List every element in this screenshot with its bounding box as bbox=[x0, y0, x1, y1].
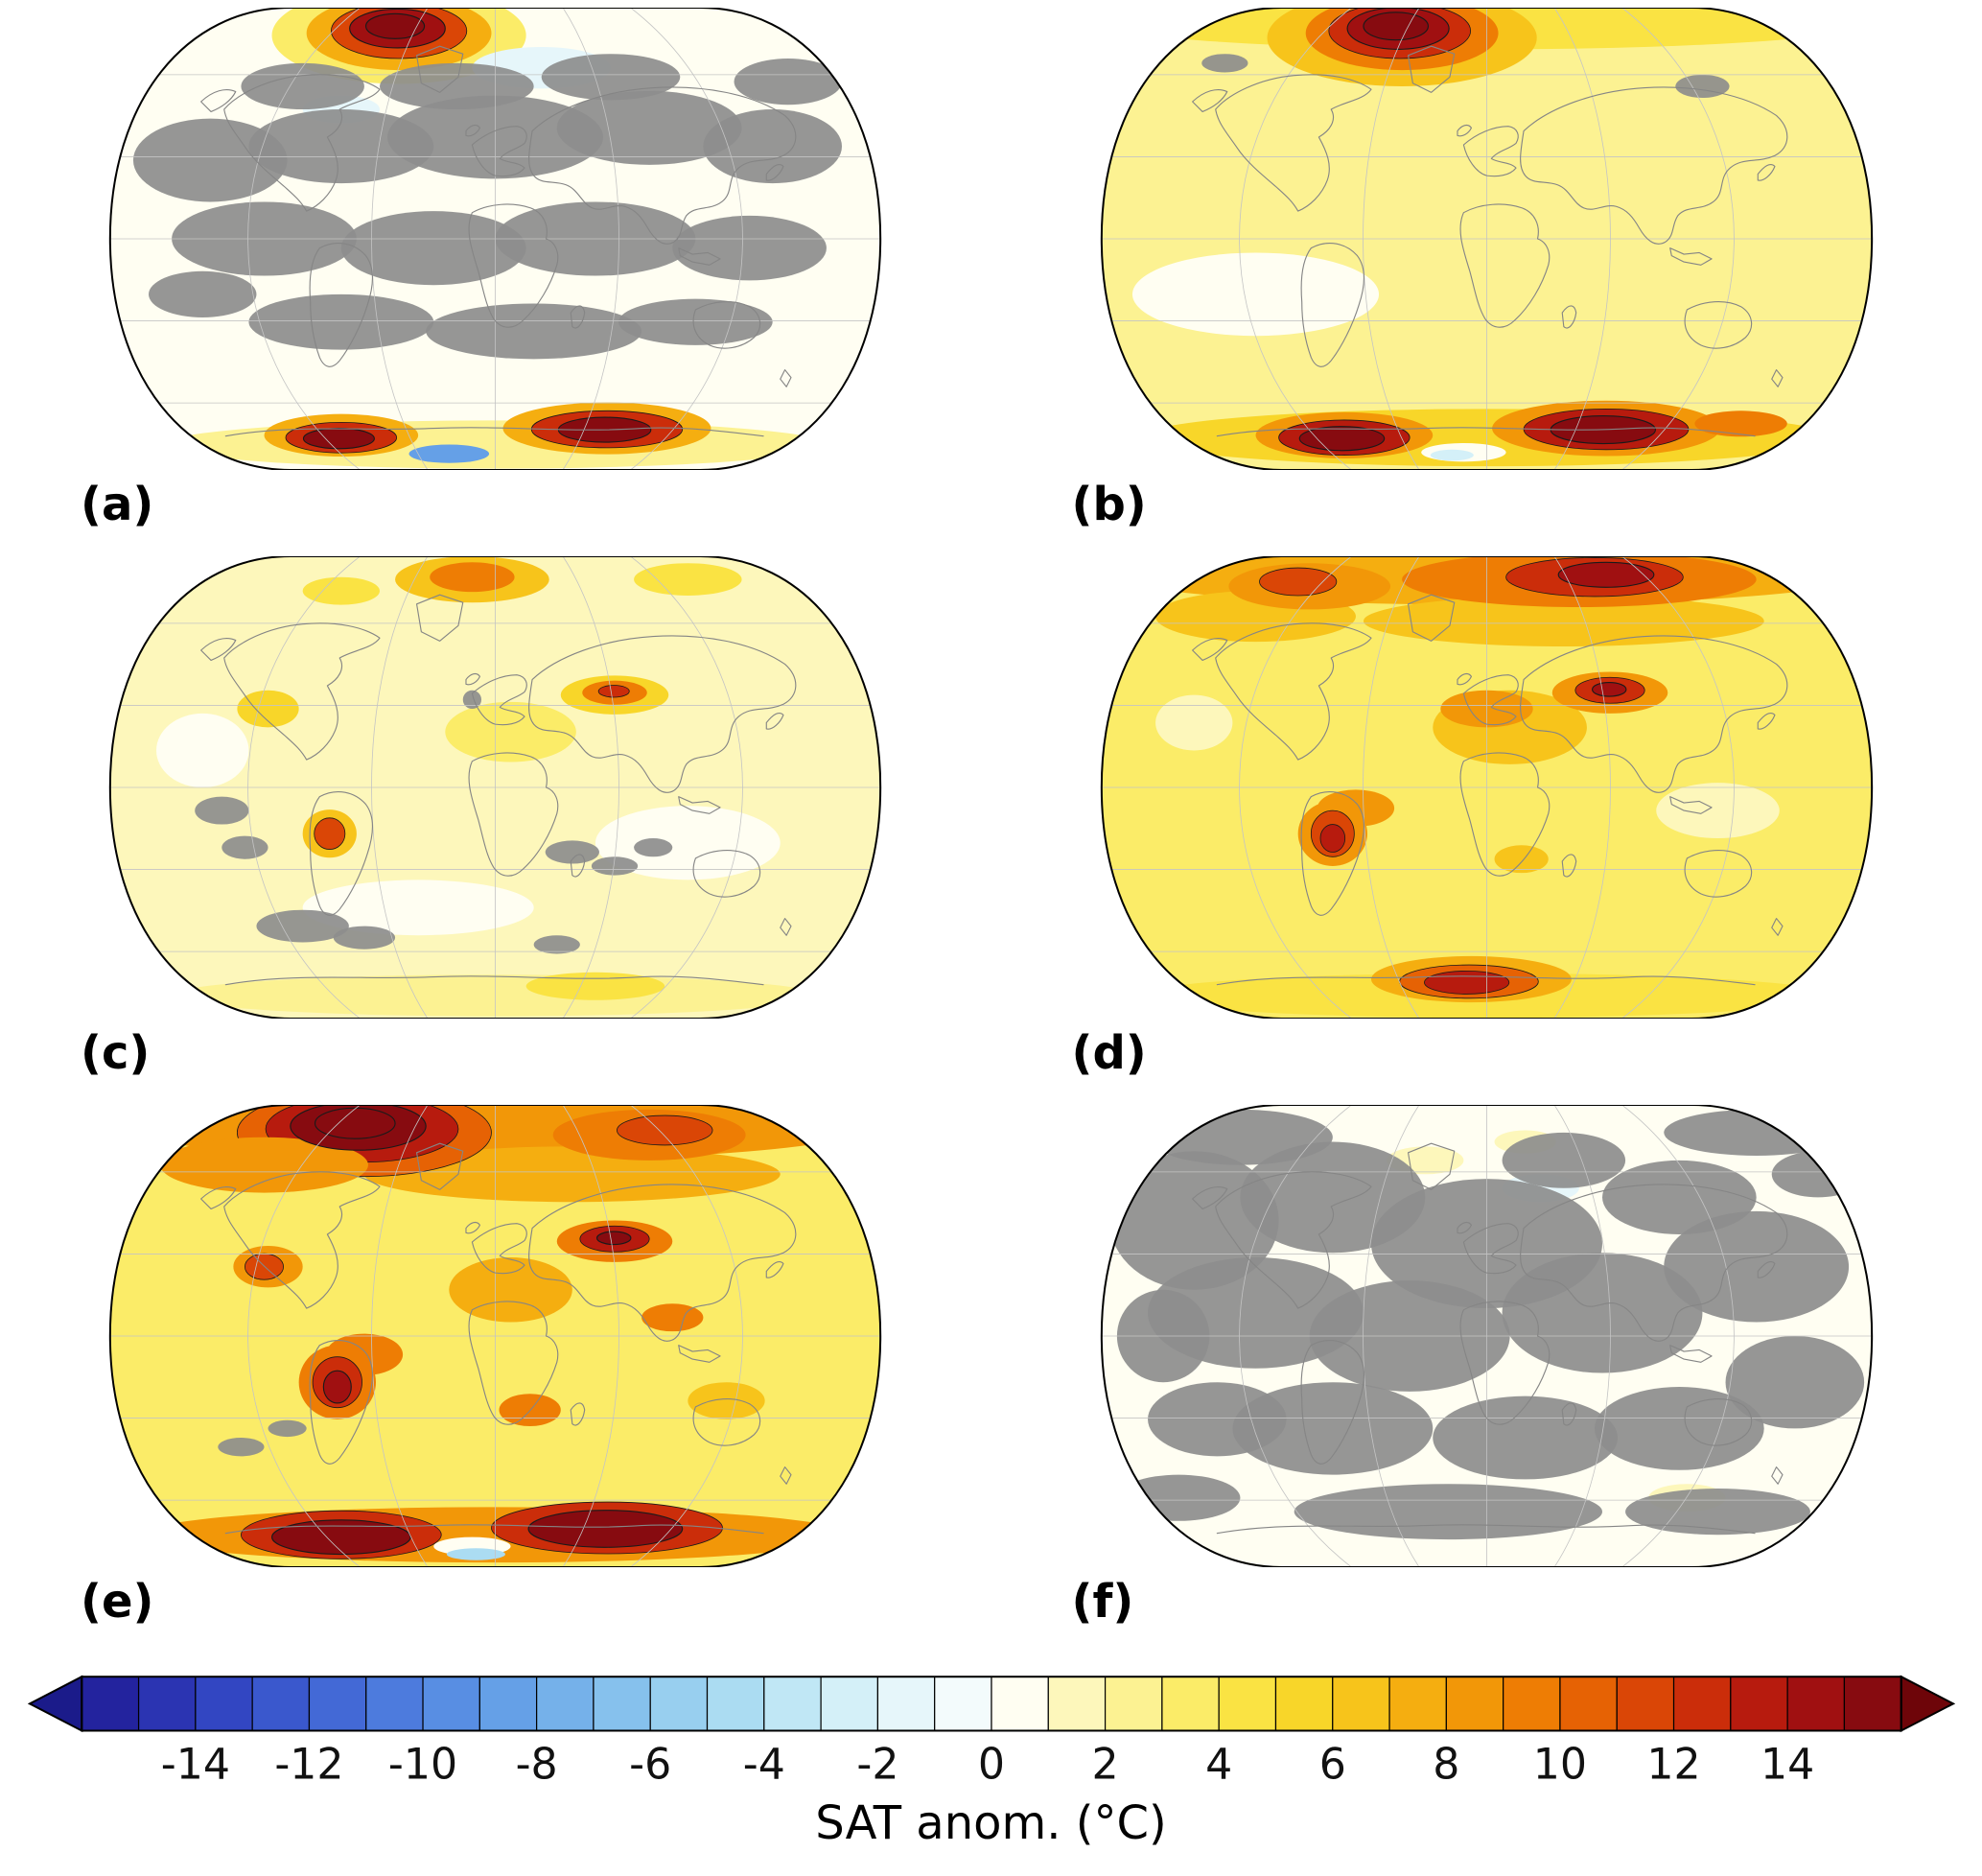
map-canvas-e bbox=[109, 1105, 882, 1567]
svg-text:4: 4 bbox=[1205, 1741, 1232, 1790]
panel-e-label: (e) bbox=[81, 1575, 154, 1629]
svg-text:12: 12 bbox=[1646, 1741, 1700, 1790]
colorbar-label: SAT anom. (°C) bbox=[815, 1796, 1167, 1850]
panel-c: (c) bbox=[0, 556, 991, 1105]
panel-d-label: (d) bbox=[1071, 1026, 1147, 1080]
svg-text:-12: -12 bbox=[274, 1741, 343, 1790]
panel-f: (f) bbox=[991, 1105, 1982, 1653]
map-canvas-c bbox=[109, 556, 882, 1019]
svg-text:2: 2 bbox=[1091, 1741, 1118, 1790]
panel-d: (d) bbox=[991, 556, 1982, 1105]
panel-b-label: (b) bbox=[1071, 478, 1147, 531]
svg-text:-8: -8 bbox=[515, 1741, 557, 1790]
svg-text:-4: -4 bbox=[742, 1741, 784, 1790]
panel-a: (a) bbox=[0, 8, 991, 556]
svg-text:10: 10 bbox=[1532, 1741, 1586, 1790]
map-canvas-a bbox=[109, 8, 882, 470]
svg-text:-10: -10 bbox=[387, 1741, 456, 1790]
svg-text:-2: -2 bbox=[856, 1741, 898, 1790]
panel-f-label: (f) bbox=[1071, 1575, 1134, 1629]
map-canvas-f bbox=[1100, 1105, 1873, 1567]
panel-b: (b) bbox=[991, 8, 1982, 556]
svg-text:-6: -6 bbox=[629, 1741, 671, 1790]
panel-a-label: (a) bbox=[81, 478, 154, 531]
svg-text:0: 0 bbox=[977, 1741, 1004, 1790]
colorbar: -14 -12 -10 -8 -6 -4 -2 0 2 4 6 8 10 12 14 SAT anom. (… bbox=[0, 1671, 1982, 1850]
svg-text:8: 8 bbox=[1433, 1741, 1459, 1790]
colorbar-canvas: -14 -12 -10 -8 -6 -4 -2 0 2 4 6 8 10 12 14 bbox=[27, 1675, 1955, 1790]
svg-text:14: 14 bbox=[1760, 1741, 1813, 1790]
map-canvas-b bbox=[1100, 8, 1873, 470]
figure-grid: (a) (b) (c) (d) (e) (f) bbox=[0, 8, 1982, 1653]
map-canvas-d bbox=[1100, 556, 1873, 1019]
svg-text:6: 6 bbox=[1318, 1741, 1345, 1790]
panel-e: (e) bbox=[0, 1105, 991, 1653]
panel-c-label: (c) bbox=[81, 1026, 151, 1080]
svg-text:-14: -14 bbox=[160, 1741, 229, 1790]
